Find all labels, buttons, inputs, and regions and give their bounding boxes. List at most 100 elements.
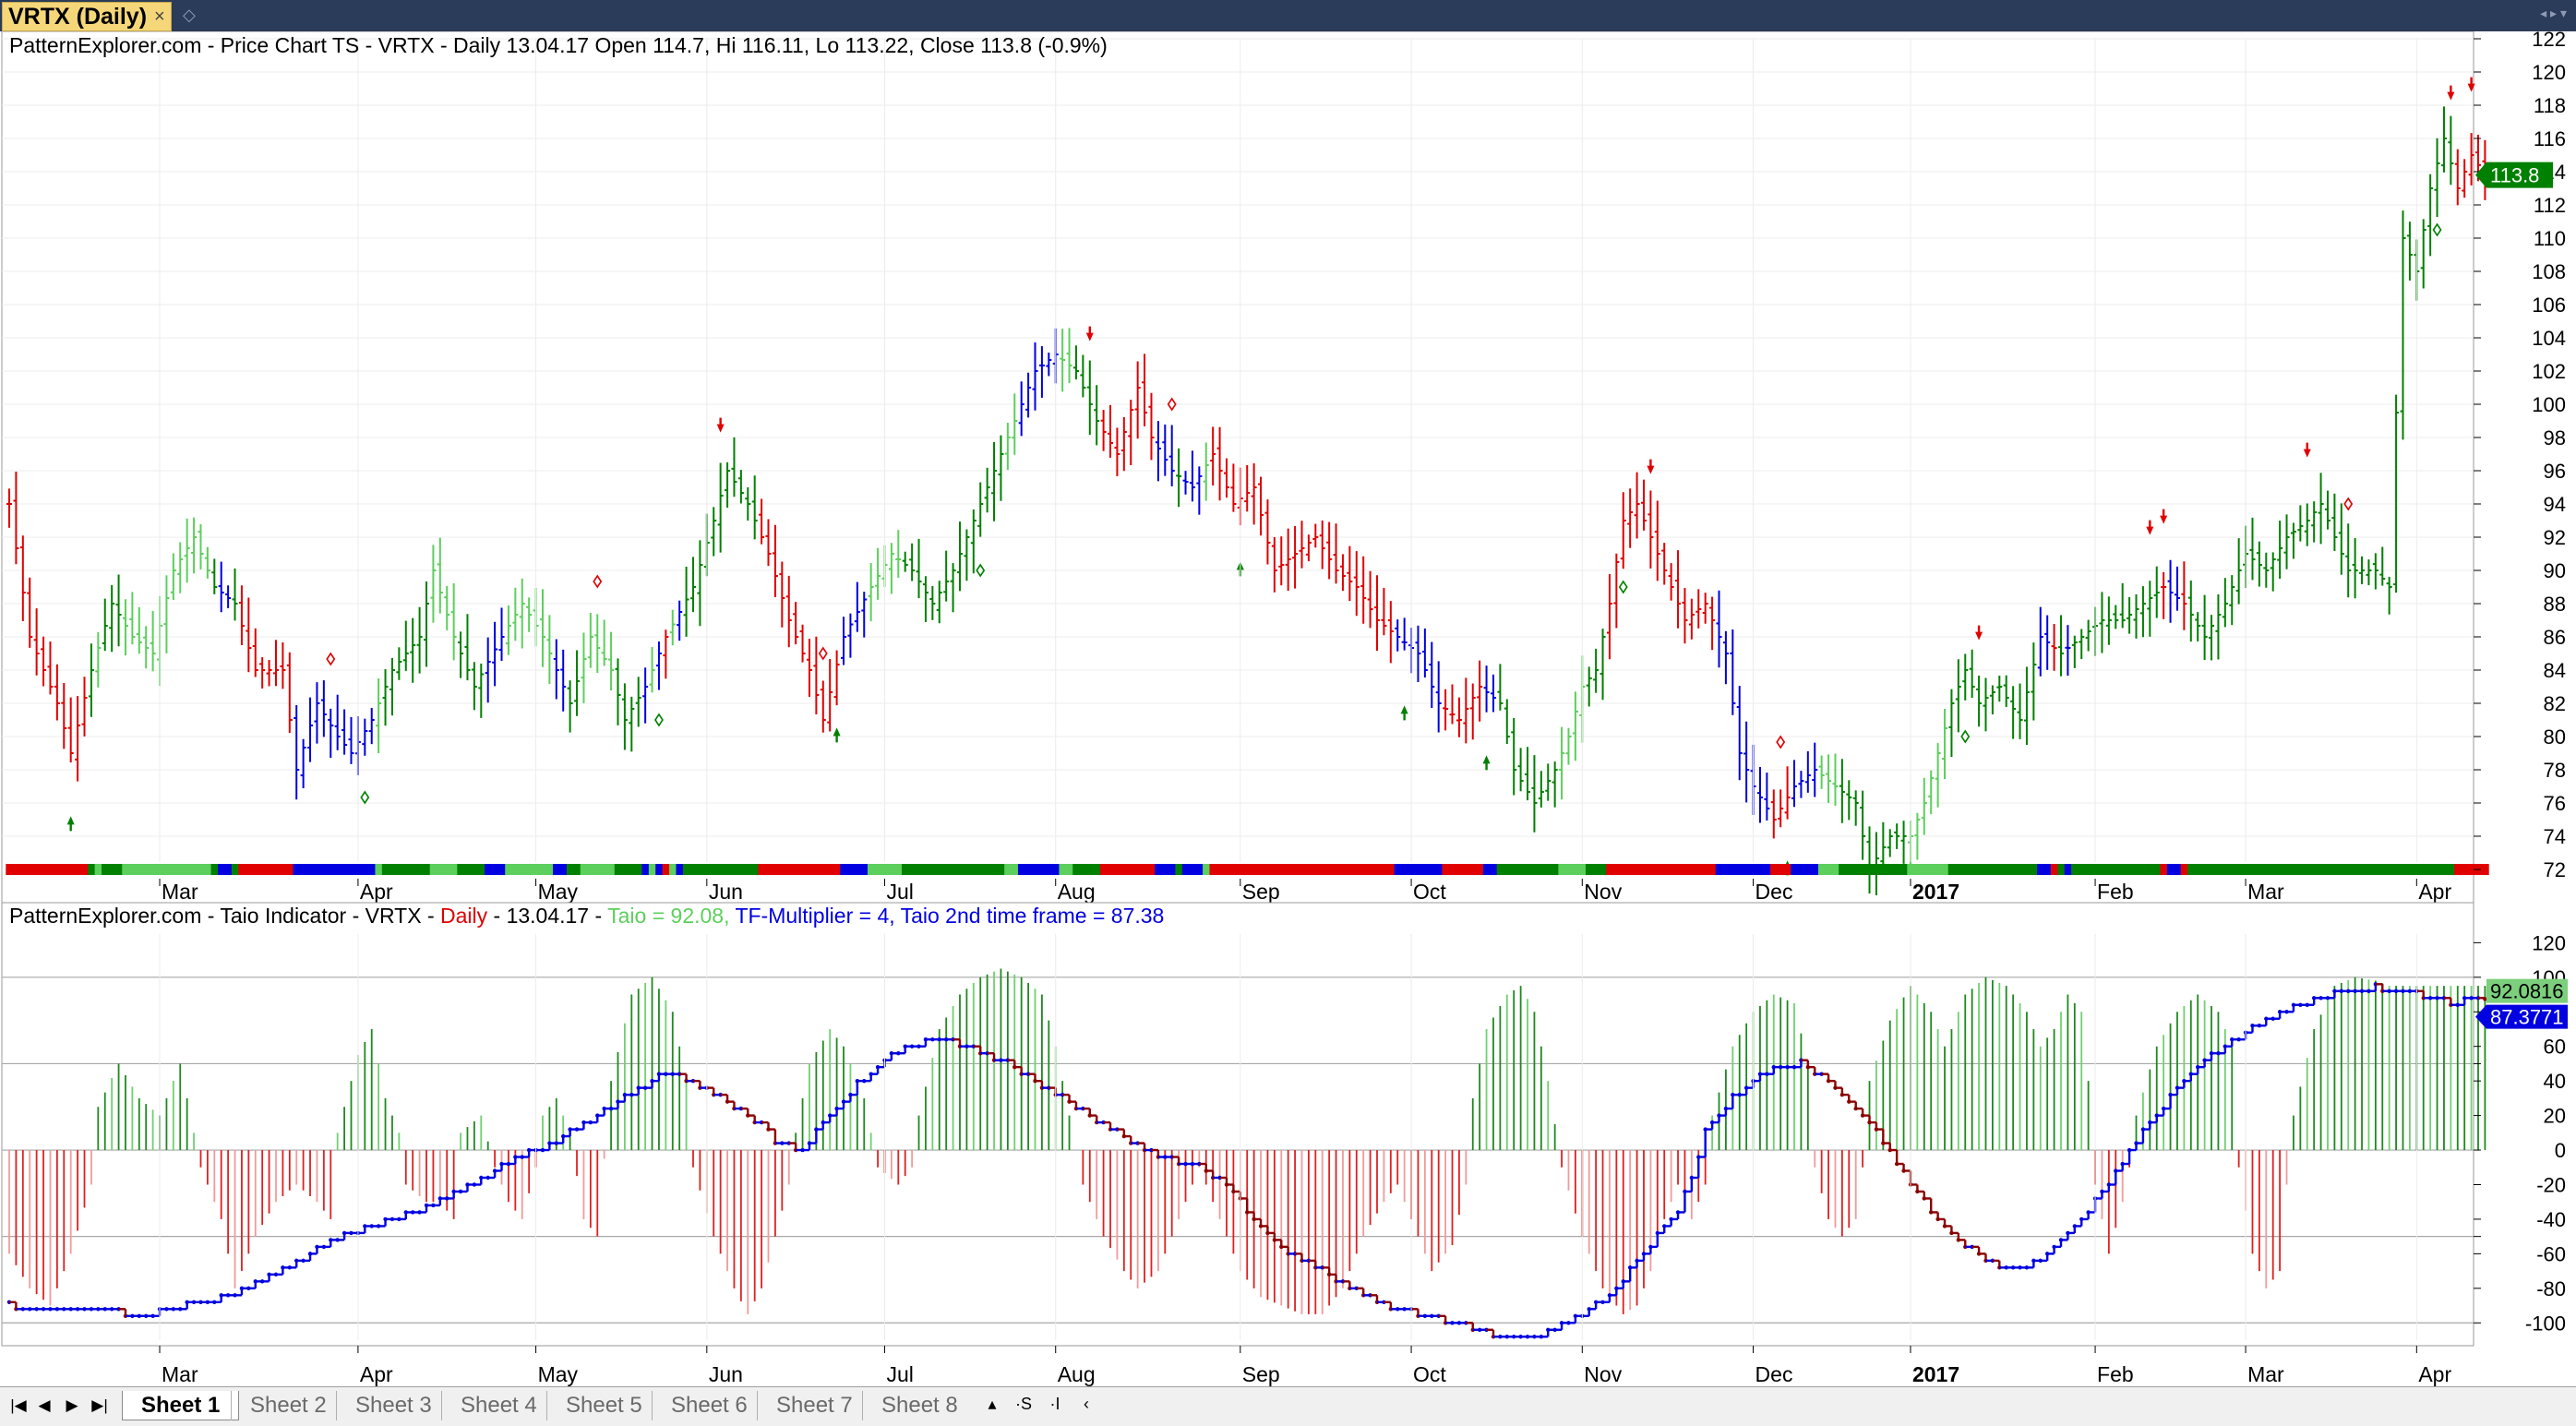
band-segment [600, 864, 608, 875]
band-segment [2037, 864, 2045, 875]
price-bar [266, 660, 272, 687]
price-bars [6, 106, 2488, 895]
band-segment [149, 864, 157, 875]
band-segment [1216, 864, 1224, 875]
band-segment [1113, 864, 1121, 875]
price-bar [1066, 328, 1072, 383]
price-bar [1928, 770, 1935, 815]
down-arrow-icon [2303, 442, 2311, 458]
price-bar [1339, 554, 1346, 592]
first-sheet-button[interactable]: |◀ [10, 1396, 27, 1414]
band-segment [2098, 864, 2106, 875]
price-y-tick-label: 78 [2544, 759, 2566, 782]
price-bar [81, 677, 88, 737]
sheet-tab-2[interactable]: Sheet 2 [231, 1391, 345, 1420]
price-bar [1600, 629, 1606, 701]
band-segment [1770, 864, 1779, 875]
band-segment [1400, 864, 1408, 875]
down-arrow-icon [2467, 77, 2475, 92]
price-bar [1756, 766, 1763, 823]
price-bar [1798, 771, 1804, 798]
sheet-tab-1[interactable]: Sheet 1 [122, 1391, 240, 1420]
sheet-i-icon[interactable]: ·I [1049, 1395, 1060, 1413]
price-y-tick-label: 92 [2544, 526, 2566, 549]
price-bar [1880, 821, 1887, 872]
taio-value-text: 92.0816 [2490, 980, 2564, 1003]
pin-icon[interactable]: ◇ [183, 6, 196, 24]
price-bar [2318, 473, 2324, 545]
sheet-tab-3[interactable]: Sheet 3 [336, 1391, 450, 1420]
x-tick-label: Apr [2418, 1362, 2451, 1386]
price-y-tick-label: 120 [2532, 61, 2566, 84]
band-segment [12, 864, 20, 875]
sheet-s-icon[interactable]: ·S [1015, 1395, 1032, 1413]
band-segment [710, 864, 718, 875]
price-bar [1230, 463, 1237, 512]
chart-document-tab[interactable]: VRTX (Daily) × [2, 2, 172, 31]
sheet-tab-4[interactable]: Sheet 4 [441, 1391, 556, 1420]
price-bar [888, 543, 894, 594]
price-bar [2079, 629, 2085, 660]
band-segment [341, 864, 349, 875]
sheet-tab-8[interactable]: Sheet 8 [862, 1391, 976, 1420]
prev-sheet-button[interactable]: ◀ [38, 1396, 51, 1414]
price-bar [574, 650, 581, 716]
close-icon[interactable]: × [154, 6, 165, 27]
sheet-tab-7[interactable]: Sheet 7 [757, 1391, 871, 1420]
sheet-tab-5[interactable]: Sheet 5 [546, 1391, 661, 1420]
price-bar [1114, 427, 1120, 476]
band-segment [306, 864, 315, 875]
band-segment [108, 864, 116, 875]
price-bar [943, 550, 950, 602]
price-bar [1722, 630, 1729, 685]
band-segment [2214, 864, 2223, 875]
price-bar [1826, 754, 1832, 804]
tab-scroll-icons[interactable]: ◂ ▸ ▾ [2540, 6, 2567, 20]
band-segment [1955, 864, 1963, 875]
price-bar [1223, 458, 1229, 498]
band-segment [2440, 864, 2449, 875]
price-bar [567, 680, 573, 733]
band-segment [293, 864, 301, 875]
price-bar [1072, 345, 1079, 380]
last-sheet-button[interactable]: ▶| [91, 1396, 108, 1414]
price-bar [1565, 727, 1572, 765]
price-bar [711, 507, 717, 557]
price-bar [526, 597, 533, 632]
band-segment [846, 864, 855, 875]
price-bar [1538, 771, 1544, 808]
price-y-tick-label: 84 [2544, 659, 2566, 682]
price-bar [1060, 329, 1066, 392]
scroll-left-icon[interactable]: ‹ [1084, 1395, 1089, 1413]
next-sheet-button[interactable]: ▶ [66, 1396, 78, 1414]
band-segment [1538, 864, 1546, 875]
price-bar [1128, 400, 1134, 466]
price-bar [1948, 689, 1955, 758]
band-segment [894, 864, 903, 875]
band-segment [1065, 864, 1073, 875]
band-segment [1120, 864, 1129, 875]
price-bar [294, 704, 300, 800]
price-bar [1360, 556, 1367, 624]
band-segment [183, 864, 191, 875]
x-tick-label: 2017 [1912, 880, 1959, 904]
sheet-tab-6[interactable]: Sheet 6 [652, 1391, 766, 1420]
price-bar [6, 488, 12, 528]
price-bar [2462, 159, 2468, 198]
band-segment [1408, 864, 1416, 875]
scroll-up-icon[interactable]: ▴ [988, 1395, 997, 1413]
taio-title-daily: Daily [440, 904, 488, 928]
price-bar [2283, 514, 2290, 569]
price-bar [759, 498, 765, 545]
price-bar [1778, 789, 1784, 828]
tf-value-text: 87.3771 [2490, 1006, 2564, 1029]
price-bar [1812, 742, 1818, 797]
band-segment [2330, 864, 2339, 875]
down-arrow-icon [2160, 509, 2168, 524]
taio-y-tick-label: 20 [2544, 1105, 2566, 1128]
price-bar [1743, 721, 1750, 803]
band-segment [1004, 864, 1012, 875]
price-y-tick-label: 112 [2534, 194, 2566, 217]
down-arrow-icon [716, 417, 725, 433]
x-tick-label: Aug [1058, 880, 1096, 904]
